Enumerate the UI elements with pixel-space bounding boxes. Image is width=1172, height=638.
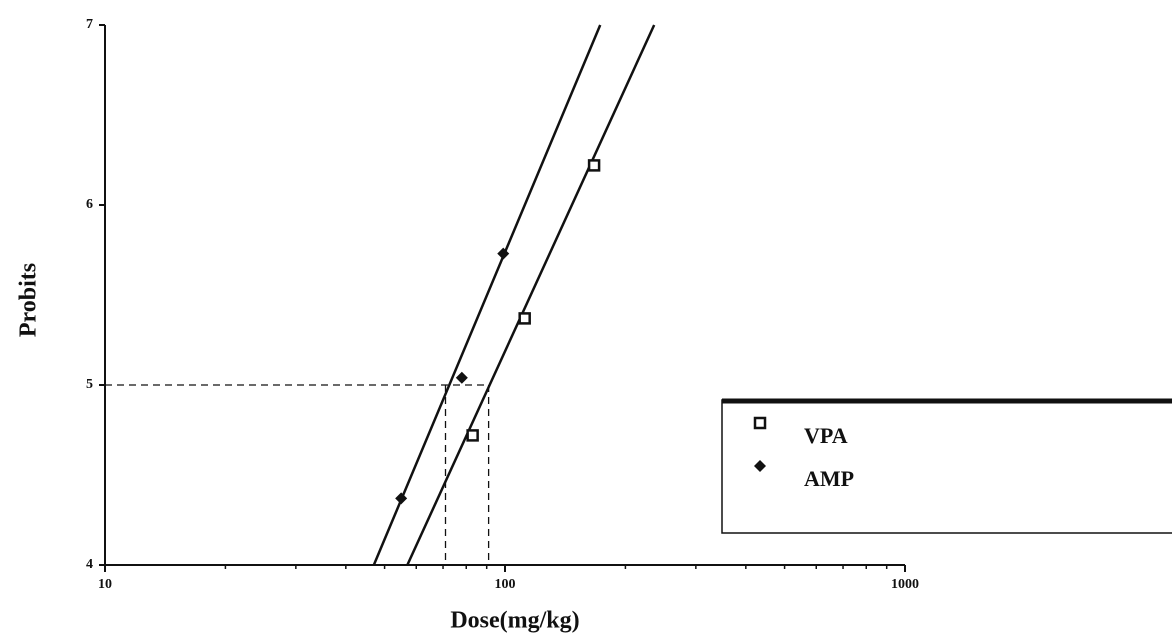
point-diamond bbox=[497, 247, 510, 260]
fit-line bbox=[372, 24, 602, 566]
point-square bbox=[518, 312, 531, 325]
point-diamond bbox=[455, 371, 468, 384]
point-diamond bbox=[754, 460, 766, 472]
point-diamond bbox=[395, 492, 408, 505]
x-axis-title: Dose(mg/kg) bbox=[450, 608, 579, 634]
x-tick-label: 10 bbox=[98, 577, 112, 592]
legend-label: VPA bbox=[804, 423, 848, 448]
y-axis-title: Probits bbox=[16, 263, 42, 337]
point-square bbox=[753, 416, 767, 430]
y-tick-label: 7 bbox=[86, 17, 93, 32]
fit-line bbox=[406, 24, 656, 566]
point-square bbox=[466, 429, 479, 442]
legend-label: AMP bbox=[804, 466, 854, 491]
x-tick-label: 1000 bbox=[891, 577, 919, 592]
y-tick-label: 6 bbox=[86, 197, 93, 212]
legend-box bbox=[721, 399, 1172, 534]
y-tick-label: 4 bbox=[86, 557, 93, 572]
x-tick-label: 100 bbox=[495, 577, 516, 592]
point-square bbox=[587, 159, 601, 172]
y-tick-label: 5 bbox=[86, 377, 93, 392]
